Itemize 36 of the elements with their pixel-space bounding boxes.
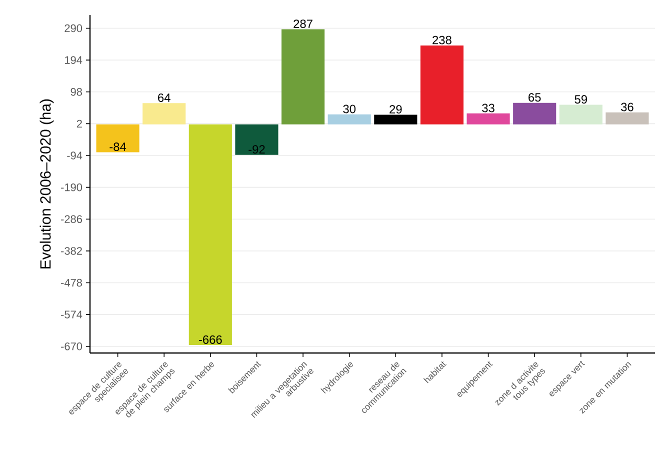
data-label: 65 [528, 93, 541, 102]
data-label: 36 [621, 102, 634, 112]
bar [559, 104, 602, 124]
data-label: -666 [198, 335, 222, 344]
bar [420, 45, 464, 124]
y-tick-label: 290 [64, 24, 82, 32]
y-tick-label: -670 [61, 342, 82, 350]
y-axis-title: Evolution 2006–2020 (ha) [40, 99, 54, 268]
y-tick-label: -94 [67, 152, 82, 160]
data-label: 59 [574, 95, 587, 104]
data-label: 30 [343, 104, 356, 114]
data-label: -92 [248, 145, 265, 154]
y-tick-label: 2 [76, 120, 82, 128]
bar [235, 124, 278, 155]
bar [606, 112, 649, 124]
data-label: -84 [110, 142, 126, 151]
data-label: 238 [432, 36, 452, 44]
y-tick-label: -190 [61, 183, 82, 192]
bar [513, 102, 556, 124]
bar [328, 114, 371, 124]
bar [142, 103, 186, 124]
data-label: 29 [390, 105, 402, 114]
y-tick-label: -478 [61, 278, 82, 287]
y-tick-label: -286 [61, 215, 82, 224]
data-label: 64 [158, 93, 170, 102]
data-label: 33 [482, 104, 494, 112]
bar [96, 124, 140, 152]
data-label: 287 [294, 20, 312, 28]
bar [282, 29, 325, 124]
bar [374, 114, 418, 124]
bar [466, 113, 510, 124]
y-tick-label: 194 [65, 56, 82, 64]
y-tick-label: -574 [61, 310, 82, 318]
bar [188, 124, 232, 346]
y-tick-label: 98 [70, 88, 82, 96]
y-tick-label: -382 [61, 247, 82, 255]
